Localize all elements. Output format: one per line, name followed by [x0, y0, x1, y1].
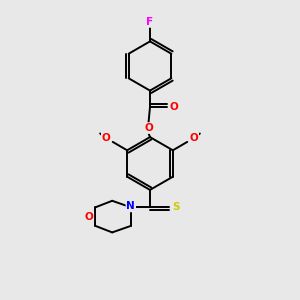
- Text: O: O: [169, 102, 178, 112]
- Text: S: S: [172, 202, 180, 212]
- Text: O: O: [85, 212, 93, 222]
- Text: O: O: [190, 133, 198, 143]
- Text: N: N: [126, 201, 135, 212]
- Text: O: O: [144, 123, 153, 133]
- Text: O: O: [102, 133, 110, 143]
- Text: F: F: [146, 17, 154, 27]
